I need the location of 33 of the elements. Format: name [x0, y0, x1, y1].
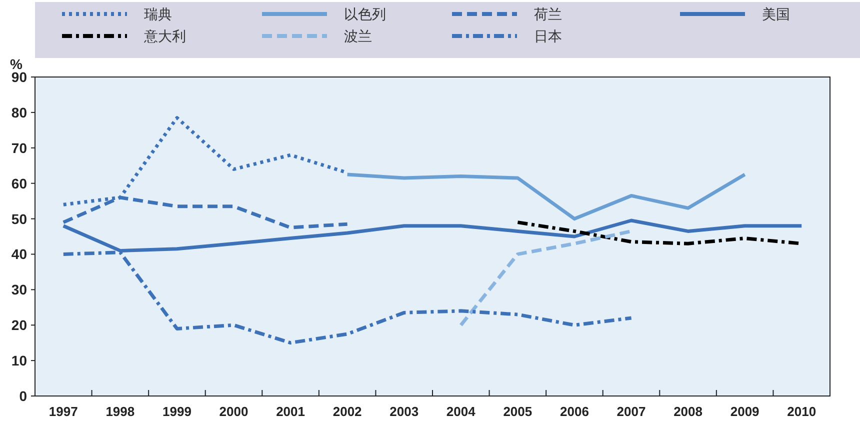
x-tick-label: 1998: [106, 404, 135, 419]
x-tick-label: 2001: [276, 404, 305, 419]
legend-label: 日本: [534, 28, 562, 44]
x-tick-label: 2007: [616, 404, 646, 419]
x-tick-label: 1997: [48, 404, 78, 419]
legend-label: 瑞典: [144, 6, 172, 22]
x-tick-label: 2003: [390, 404, 419, 419]
x-tick-label: 2002: [332, 404, 362, 419]
x-tick-label: 2006: [560, 404, 589, 419]
legend-label: 意大利: [143, 28, 186, 44]
y-tick-label: 20: [11, 317, 28, 334]
y-tick-label: 80: [11, 104, 28, 120]
y-tick-label: 50: [11, 210, 28, 227]
y-tick-label: 70: [11, 140, 28, 156]
x-tick-label: 2000: [219, 404, 248, 419]
x-tick-label: 2010: [787, 404, 816, 419]
y-tick-label: 30: [11, 282, 28, 298]
y-tick-label: 90: [11, 69, 28, 85]
legend-label: 波兰: [344, 28, 372, 44]
x-tick-label: 1999: [162, 404, 192, 419]
legend-label: 荷兰: [534, 6, 562, 22]
legend-label: 以色列: [344, 6, 386, 22]
y-tick-label: 60: [11, 175, 28, 192]
x-tick-label: 2005: [503, 404, 532, 419]
y-tick-label: 0: [19, 388, 28, 404]
y-tick-label: 40: [11, 246, 28, 262]
x-tick-label: 2009: [730, 404, 760, 419]
x-tick-label: 2008: [674, 404, 702, 419]
y-axis-title: %: [10, 56, 23, 72]
x-tick-label: 2004: [446, 404, 476, 419]
legend-label: 美国: [762, 6, 790, 22]
y-tick-label: 10: [11, 352, 28, 369]
line-series: [346, 172, 747, 221]
